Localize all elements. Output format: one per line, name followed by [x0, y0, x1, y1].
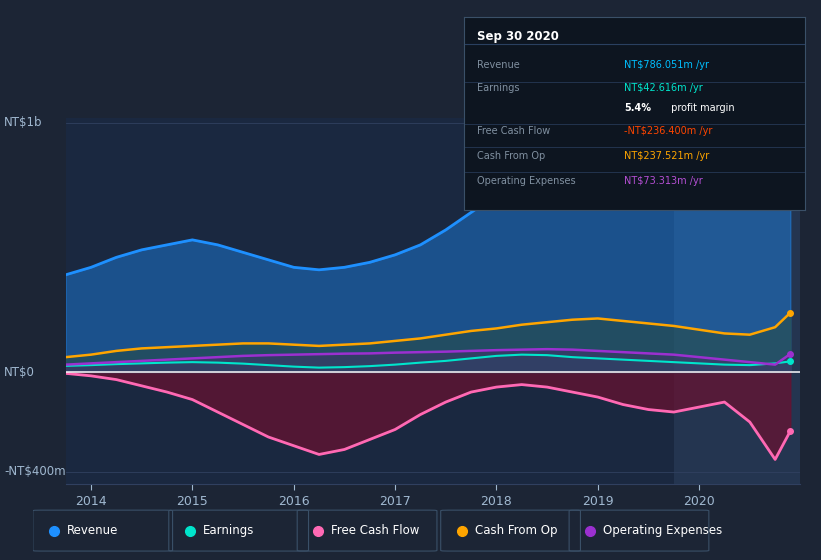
- Text: Earnings: Earnings: [203, 524, 255, 537]
- Text: Revenue: Revenue: [478, 60, 521, 70]
- Text: NT$237.521m /yr: NT$237.521m /yr: [624, 151, 709, 161]
- Text: Sep 30 2020: Sep 30 2020: [478, 30, 559, 43]
- Text: Operating Expenses: Operating Expenses: [478, 176, 576, 186]
- Text: 5.4%: 5.4%: [624, 102, 651, 113]
- Text: Cash From Op: Cash From Op: [478, 151, 546, 161]
- Text: Free Cash Flow: Free Cash Flow: [478, 126, 551, 136]
- Text: profit margin: profit margin: [668, 102, 735, 113]
- Text: Earnings: Earnings: [478, 83, 520, 94]
- Text: Free Cash Flow: Free Cash Flow: [331, 524, 420, 537]
- Text: Operating Expenses: Operating Expenses: [603, 524, 722, 537]
- Text: NT$1b: NT$1b: [4, 116, 43, 129]
- Text: NT$0: NT$0: [4, 366, 35, 379]
- Text: NT$73.313m /yr: NT$73.313m /yr: [624, 176, 703, 186]
- Bar: [674, 118, 800, 484]
- Text: NT$786.051m /yr: NT$786.051m /yr: [624, 60, 709, 70]
- Text: NT$42.616m /yr: NT$42.616m /yr: [624, 83, 703, 94]
- Text: Revenue: Revenue: [67, 524, 118, 537]
- Text: -NT$400m: -NT$400m: [4, 465, 66, 478]
- Text: -NT$236.400m /yr: -NT$236.400m /yr: [624, 126, 713, 136]
- Text: Cash From Op: Cash From Op: [475, 524, 557, 537]
